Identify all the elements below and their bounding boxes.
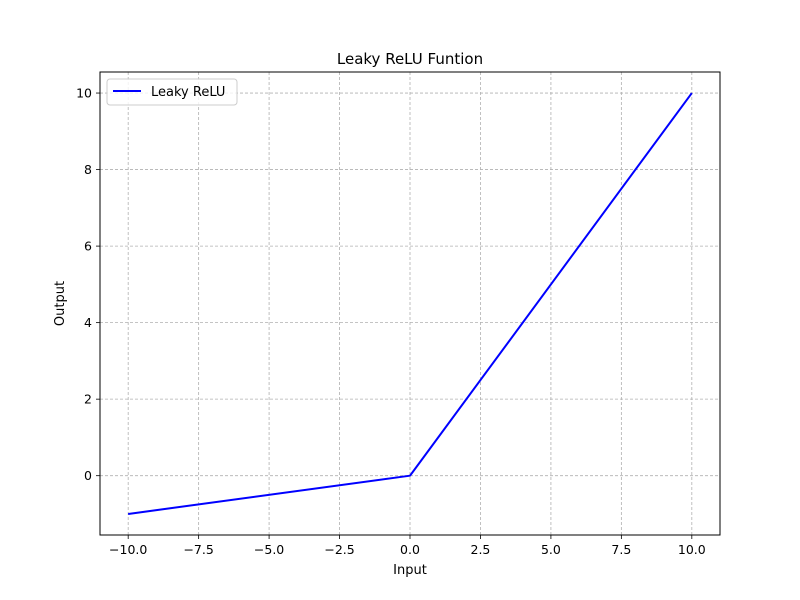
y-tick-label: 4 bbox=[84, 315, 92, 330]
x-tick-label: −10.0 bbox=[109, 542, 147, 557]
grid bbox=[100, 72, 720, 535]
y-tick-label: 10 bbox=[76, 86, 92, 101]
y-tick-label: 0 bbox=[84, 468, 92, 483]
x-axis-ticks: −10.0 −7.5 −5.0 −2.5 0.0 2.5 5.0 7.5 10.0 bbox=[109, 535, 706, 557]
x-tick-label: −5.0 bbox=[254, 542, 284, 557]
x-tick-label: 2.5 bbox=[471, 542, 491, 557]
x-tick-label: 0.0 bbox=[400, 542, 420, 557]
x-tick-label: 10.0 bbox=[678, 542, 706, 557]
legend-box bbox=[106, 78, 238, 106]
series-layer bbox=[128, 92, 693, 515]
chart-title: Leaky ReLU Funtion bbox=[337, 50, 483, 68]
legend-entry-leaky-relu: Leaky ReLU bbox=[151, 85, 225, 100]
y-tick-label: 8 bbox=[84, 162, 92, 177]
y-tick-label: 6 bbox=[84, 239, 92, 254]
y-tick-label: 2 bbox=[84, 392, 92, 407]
x-tick-label: 5.0 bbox=[541, 542, 561, 557]
legend: Leaky ReLU bbox=[106, 78, 238, 106]
series-line-0 bbox=[128, 92, 693, 515]
x-tick-label: 7.5 bbox=[611, 542, 631, 557]
x-tick-label: −7.5 bbox=[183, 542, 213, 557]
y-axis-label: Output bbox=[53, 281, 68, 326]
y-axis-ticks: 0 2 4 6 8 10 bbox=[76, 86, 100, 483]
x-tick-label: −2.5 bbox=[324, 542, 354, 557]
x-axis-label: Input bbox=[393, 563, 427, 578]
